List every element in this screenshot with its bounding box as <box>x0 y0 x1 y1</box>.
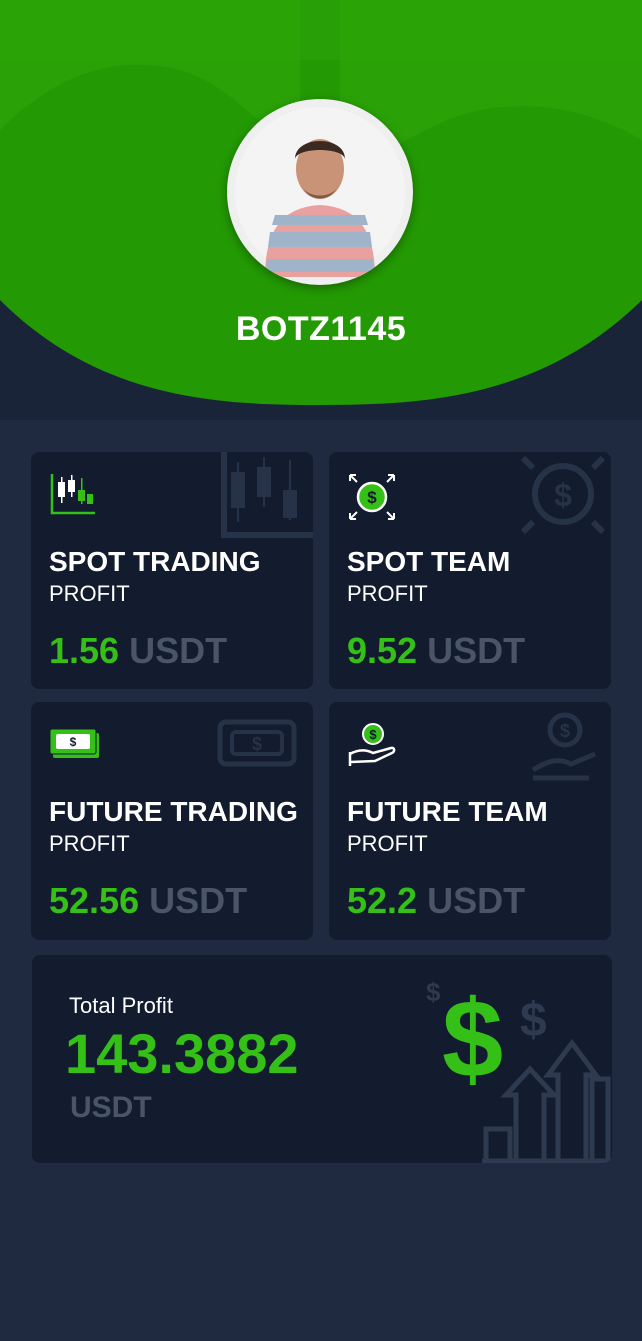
profile-header: BOTZ1145 <box>0 0 642 420</box>
spot-trading-card[interactable]: SPOT TRADING PROFIT 1.56 USDT <box>31 452 313 689</box>
card-subtitle: PROFIT <box>49 581 130 606</box>
dollar-sign-icon: $ <box>442 978 504 1101</box>
svg-text:$: $ <box>560 721 570 741</box>
total-profit-card[interactable]: Total Profit 143.3882 USDT $ $ $ <box>32 955 612 1163</box>
svg-text:$: $ <box>554 477 572 513</box>
total-profit-unit: USDT <box>70 1091 152 1124</box>
candlestick-chart-watermark-icon <box>221 452 313 538</box>
card-title: SPOT TEAM <box>347 546 511 577</box>
card-value: 1.56 <box>49 630 120 671</box>
svg-text:$: $ <box>252 734 262 754</box>
card-unit: USDT <box>149 880 248 921</box>
card-title: FUTURE TEAM <box>347 796 548 827</box>
card-subtitle: PROFIT <box>347 581 428 606</box>
svg-text:$: $ <box>70 735 77 749</box>
candlestick-chart-icon <box>50 474 95 515</box>
banknote-watermark-icon: $ <box>217 719 297 767</box>
svg-text:$: $ <box>369 727 377 742</box>
card-value-row: 9.52 USDT <box>347 630 525 672</box>
card-subtitle: PROFIT <box>347 831 428 856</box>
hand-coin-watermark-icon: $ <box>531 712 596 781</box>
card-value-row: 52.56 USDT <box>49 880 247 922</box>
avatar[interactable] <box>227 99 413 285</box>
medium-dollar-icon: $ <box>520 994 547 1047</box>
card-value: 52.56 <box>49 880 140 921</box>
future-team-card[interactable]: $ $ FUTURE TEAM PROFIT 52.2 USDT <box>329 702 611 940</box>
small-dollar-icon: $ <box>426 977 441 1007</box>
banknote-icon: $ <box>49 728 99 758</box>
card-unit: USDT <box>427 630 526 671</box>
card-value-row: 1.56 USDT <box>49 630 227 672</box>
hand-coin-icon: $ <box>348 723 396 766</box>
total-profit-value: 143.3882 <box>65 1022 299 1085</box>
card-unit: USDT <box>129 630 228 671</box>
card-subtitle: PROFIT <box>49 831 130 856</box>
dollar-coin-expand-icon: $ <box>349 474 395 520</box>
header-wave-background <box>0 0 642 420</box>
card-value-row: 52.2 USDT <box>347 880 525 922</box>
card-unit: USDT <box>427 880 526 921</box>
card-title: FUTURE TRADING <box>49 796 298 827</box>
card-value: 52.2 <box>347 880 418 921</box>
card-title: SPOT TRADING <box>49 546 261 577</box>
svg-text:$: $ <box>367 488 377 507</box>
avatar-photo <box>235 107 405 277</box>
dollar-coin-watermark-icon: $ <box>520 455 606 535</box>
username: BOTZ1145 <box>235 310 407 348</box>
card-value: 9.52 <box>347 630 418 671</box>
growth-bar-chart-icon <box>482 1038 612 1163</box>
future-trading-card[interactable]: $ $ FUTURE TRADING PROFIT 52.56 USDT <box>31 702 313 940</box>
total-profit-label: Total Profit <box>69 993 173 1018</box>
spot-team-card[interactable]: $ $ SPOT TEAM PROFIT 9.52 USDT <box>329 452 611 689</box>
